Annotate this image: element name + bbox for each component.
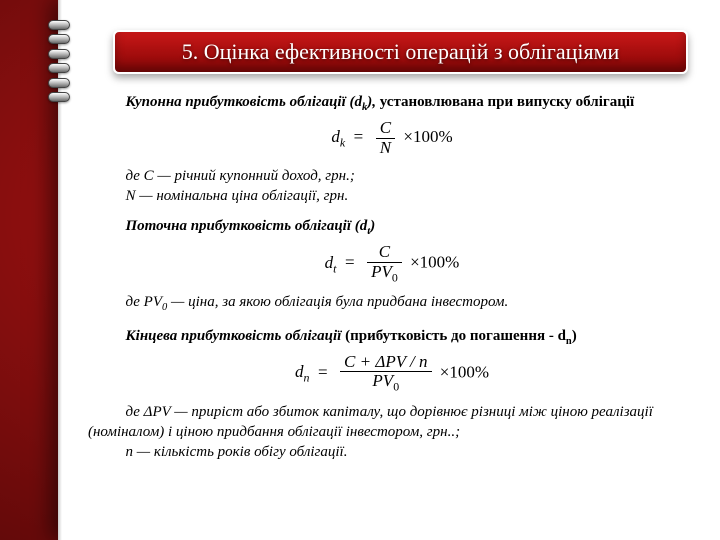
final-yield-lead: Кінцева прибутковість облігації (прибутк… (88, 326, 696, 349)
final-yield-formula: dn = C + ΔPV / n PV0 ×100% (88, 353, 696, 394)
current-yield-formula: dt = C PV0 ×100% (88, 243, 696, 284)
binder-rings (48, 20, 70, 102)
final-yield-def2: n — кількість років обігу облігації. (88, 442, 696, 462)
content-area: Купонна прибутковість облігації (dk), ус… (88, 92, 696, 463)
current-yield-lead: Поточна прибутковість облігації (dt) (88, 216, 696, 239)
final-yield-def1: де ΔPV — приріст або збиток капіталу, що… (88, 402, 696, 443)
coupon-yield-lead: Купонна прибутковість облігації (dk), ус… (88, 92, 696, 115)
coupon-def-c: де C — річний купонний доход, грн.; (88, 166, 696, 186)
current-yield-def: де PV0 — ціна, за якою облігація була пр… (88, 292, 696, 315)
paper-panel: 5. Оцінка ефективності операцій з обліга… (58, 0, 720, 540)
section-header: 5. Оцінка ефективності операцій з обліга… (113, 30, 688, 74)
coupon-def-n: N — номінальна ціна облігації, грн. (88, 186, 696, 206)
coupon-yield-formula: dk = C N ×100% (88, 119, 696, 157)
header-title: 5. Оцінка ефективності операцій з обліга… (182, 39, 620, 64)
